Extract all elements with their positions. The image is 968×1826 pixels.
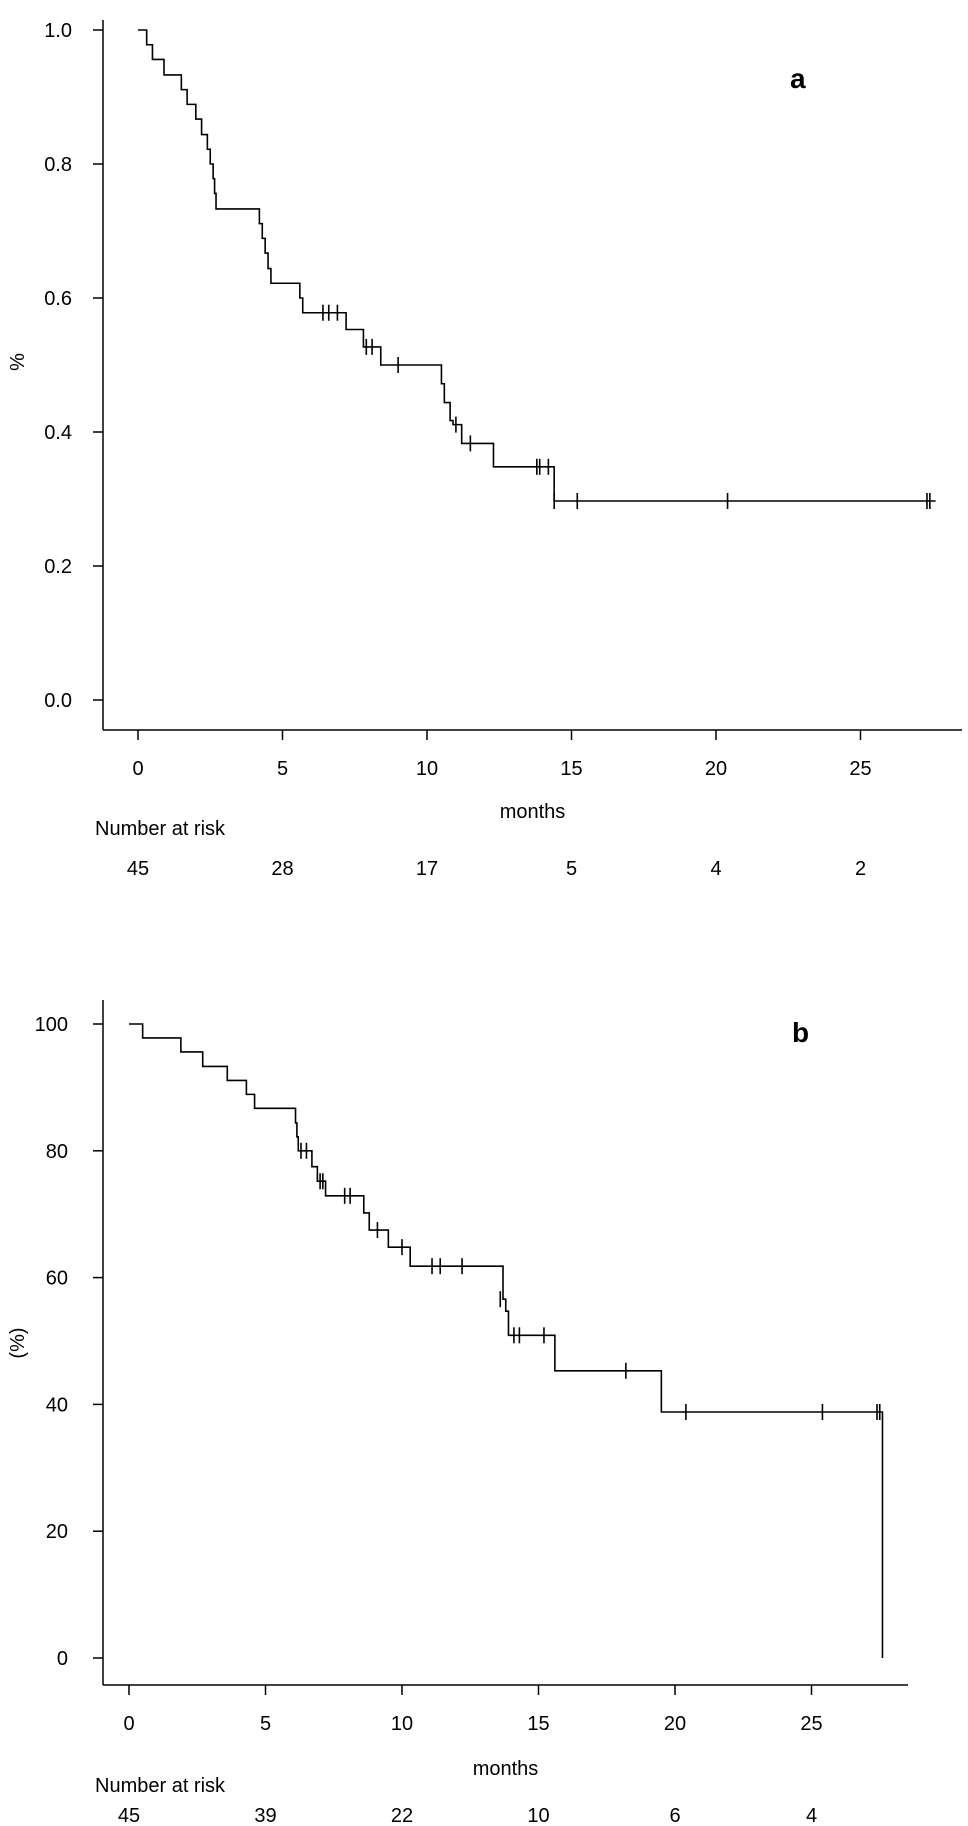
x-tick-label: 10 [416, 758, 438, 780]
x-tick-label: 25 [800, 1713, 822, 1735]
y-tick-label: 20 [46, 1521, 68, 1543]
y-tick-label: 40 [46, 1394, 68, 1416]
y-tick-label: 0.6 [44, 288, 72, 310]
y-tick-label: 80 [46, 1141, 68, 1163]
panel-letter: a [790, 63, 806, 94]
panel-b-chart: 0 20 40 60 80 100 0 5 10 15 20 25 months (%) b Number a… [7, 1000, 908, 1826]
y-tick-label: 1.0 [44, 20, 72, 42]
risk-count: 10 [527, 1805, 549, 1826]
risk-count: 39 [254, 1805, 276, 1826]
x-tick-label: 25 [849, 758, 871, 780]
panel-letter: b [792, 1017, 809, 1048]
y-axis-title: % [7, 353, 29, 371]
x-tick-label: 15 [527, 1713, 549, 1735]
y-tick-label: 0.0 [44, 690, 72, 712]
y-tick-label: 60 [46, 1268, 68, 1290]
risk-count: 5 [566, 858, 577, 880]
risk-table-label: Number at risk [95, 818, 226, 840]
risk-count: 6 [669, 1805, 680, 1826]
risk-count: 4 [710, 858, 721, 880]
x-tick-label: 0 [132, 758, 143, 780]
x-tick-label: 5 [260, 1713, 271, 1735]
risk-count: 17 [416, 858, 438, 880]
y-tick-label: 0.2 [44, 556, 72, 578]
risk-count: 4 [806, 1805, 817, 1826]
x-tick-label: 20 [705, 758, 727, 780]
risk-count: 28 [271, 858, 293, 880]
panel-a-chart: 0.00.20.40.60.81.00 5 10 15 20 25months%aNumb… [7, 20, 962, 880]
survival-curve [138, 29, 936, 502]
risk-count: 45 [127, 858, 149, 880]
x-axis-title: months [500, 801, 566, 823]
y-axis-title: (%) [7, 1327, 29, 1358]
x-tick-label: 0 [123, 1713, 134, 1735]
x-tick-label: 20 [664, 1713, 686, 1735]
y-tick-label: 0.8 [44, 154, 72, 176]
survival-curve [129, 1023, 884, 1658]
risk-count: 22 [391, 1805, 413, 1826]
risk-table-label: Number at risk [95, 1775, 226, 1797]
x-tick-label: 5 [277, 758, 288, 780]
x-axis-title: months [473, 1758, 539, 1780]
risk-count: 2 [855, 858, 866, 880]
risk-count: 45 [118, 1805, 140, 1826]
x-tick-label: 10 [391, 1713, 413, 1735]
y-tick-label: 0.4 [44, 422, 72, 444]
x-tick-label: 15 [560, 758, 582, 780]
y-tick-label: 0 [57, 1648, 68, 1670]
y-tick-label: 100 [35, 1014, 68, 1036]
